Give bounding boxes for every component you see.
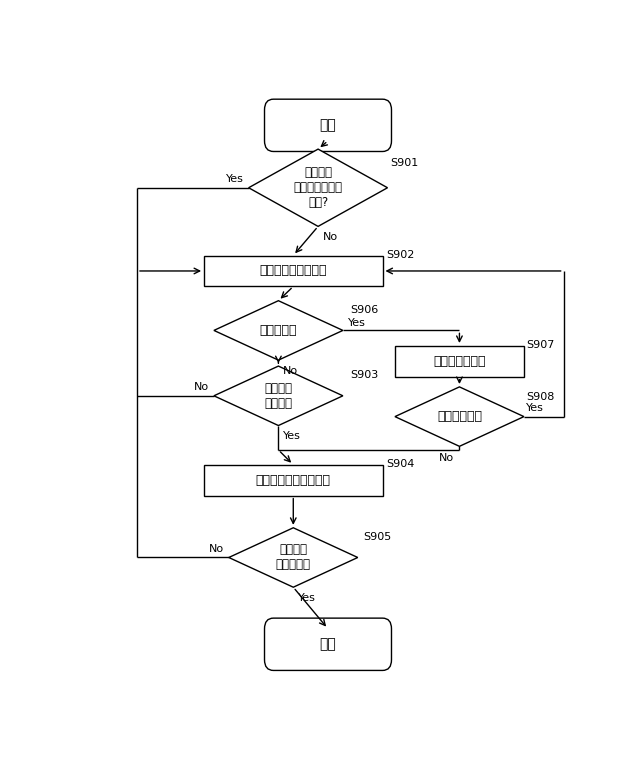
- Text: S902: S902: [387, 250, 415, 260]
- Text: No: No: [209, 543, 224, 554]
- Text: No: No: [439, 453, 454, 463]
- Polygon shape: [229, 528, 358, 587]
- Text: 圏外情報を保持: 圏外情報を保持: [433, 355, 486, 367]
- Text: S908: S908: [527, 392, 555, 402]
- Bar: [395, 346, 524, 377]
- Text: Yes: Yes: [284, 432, 301, 442]
- Text: S906: S906: [350, 305, 379, 315]
- Bar: [204, 256, 383, 286]
- Bar: [204, 465, 383, 496]
- Text: Yes: Yes: [527, 403, 544, 413]
- Text: 終了: 終了: [319, 637, 337, 652]
- Polygon shape: [395, 387, 524, 446]
- Text: Yes: Yes: [226, 174, 244, 184]
- Text: S904: S904: [387, 459, 415, 469]
- Text: 通信品質の検出処理: 通信品質の検出処理: [260, 265, 327, 277]
- Text: S907: S907: [527, 340, 555, 350]
- Polygon shape: [214, 300, 343, 360]
- Text: Yes: Yes: [298, 593, 316, 603]
- Text: No: No: [194, 382, 209, 392]
- Text: 契約認証
情報の切替操作
あり?: 契約認証 情報の切替操作 あり?: [294, 166, 342, 209]
- Text: 前回も圏外？: 前回も圏外？: [437, 410, 482, 423]
- FancyBboxPatch shape: [264, 618, 392, 670]
- Text: S903: S903: [350, 370, 379, 380]
- Text: No: No: [323, 232, 338, 242]
- Text: S905: S905: [364, 532, 392, 542]
- Polygon shape: [214, 366, 343, 425]
- Polygon shape: [248, 149, 388, 226]
- Text: 電源オフ
操作あり？: 電源オフ 操作あり？: [276, 543, 311, 571]
- Text: 契約認証情報切替処理: 契約認証情報切替処理: [256, 474, 331, 486]
- FancyBboxPatch shape: [264, 99, 392, 151]
- Text: 開始: 開始: [319, 118, 337, 132]
- Text: S901: S901: [390, 157, 419, 168]
- Text: No: No: [284, 366, 298, 376]
- Text: 通信圏外？: 通信圏外？: [260, 324, 297, 337]
- Text: Yes: Yes: [348, 318, 365, 328]
- Text: 通信品質
＜閾値？: 通信品質 ＜閾値？: [264, 382, 292, 410]
